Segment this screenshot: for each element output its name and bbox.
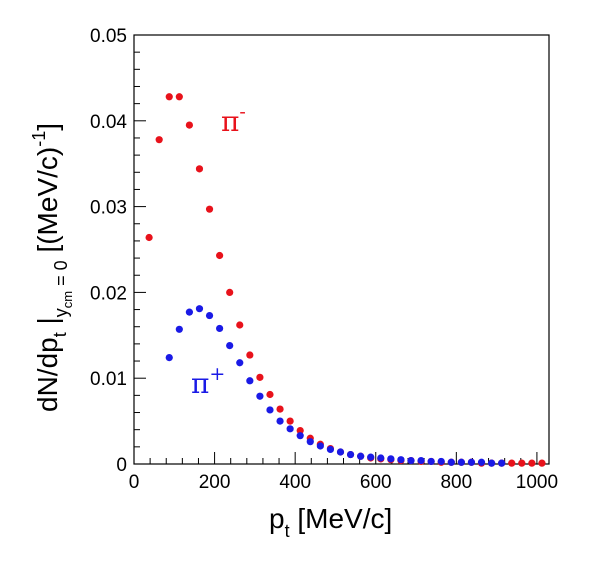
y-tick-label: 0	[116, 455, 127, 476]
x-axis-title: pt [MeV/c]	[269, 503, 392, 541]
pi-minus-point	[155, 136, 163, 144]
x-tick-label: 400	[279, 472, 311, 493]
pi-plus-point	[296, 432, 304, 440]
pi-minus-point	[286, 417, 294, 425]
pi-plus-point	[437, 457, 445, 466]
pi-minus-point	[266, 390, 274, 399]
x-tick-label: 200	[199, 472, 231, 493]
x-tick-labels: 0 200 400 600 800 1000	[129, 472, 558, 493]
pi-minus-point	[256, 373, 264, 381]
pi-plus-point	[256, 392, 264, 400]
y-axis-title-c: ]	[32, 123, 63, 131]
data-points	[145, 93, 546, 467]
pi-plus-point	[498, 459, 506, 467]
pi-plus-point	[306, 438, 314, 446]
pi-plus-point	[326, 445, 335, 454]
pi-plus-point	[477, 458, 486, 466]
series-label-pi-minus: π-	[221, 101, 246, 138]
pi-plus-point	[487, 459, 496, 467]
y-axis-title: dN/dpt |ycm = 0 [(MeV/c)-1]	[29, 123, 75, 412]
pi-plus-point	[266, 406, 274, 414]
pi-plus-point	[276, 417, 284, 425]
pi-plus-point	[397, 456, 405, 464]
pi-plus-point	[246, 377, 254, 385]
x-tick-label: 0	[129, 472, 140, 493]
pi-minus-point	[185, 121, 194, 129]
pi-minus-point	[518, 459, 526, 467]
pi-plus-point	[175, 325, 183, 333]
y-tick-label: 0.04	[90, 112, 127, 133]
pi-plus-point	[346, 450, 355, 459]
pi-plus-point	[185, 308, 194, 316]
pi-plus-point	[427, 457, 435, 466]
pi-plus-point	[216, 324, 224, 333]
y-tick-labels: 0 0.01 0.02 0.03 0.04 0.05	[90, 26, 127, 476]
pi-plus-point	[195, 305, 204, 313]
x-tick-label: 1000	[516, 472, 558, 493]
pi-minus-point	[508, 459, 516, 467]
series-label-pi-plus-base: π	[191, 367, 209, 400]
pi-plus-point	[447, 458, 455, 466]
y-axis-title-a: dN/dp	[32, 337, 63, 412]
pi-minus-point	[276, 405, 284, 413]
pi-plus-point	[417, 456, 425, 465]
x-axis-title-main: p	[269, 503, 285, 534]
pi-plus-point	[357, 452, 365, 460]
x-tick-label: 600	[360, 472, 392, 493]
pi-minus-point	[165, 93, 173, 101]
pi-minus-point	[226, 288, 234, 296]
pi-minus-point	[216, 251, 224, 260]
pi-plus-point	[377, 454, 385, 462]
pi-minus-point	[236, 321, 244, 329]
series-label-pi-plus: π+	[191, 363, 225, 400]
pi-plus-point	[367, 453, 375, 461]
y-axis-title-cond-sub: cm	[60, 291, 75, 308]
pi-plus-point	[457, 458, 465, 466]
pi-plus-point	[236, 359, 244, 367]
x-axis-title-rest: [MeV/c]	[290, 503, 393, 534]
pi-minus-point	[205, 205, 214, 213]
y-axis-title-a-sub: t	[50, 332, 70, 337]
pi-minus-point	[145, 233, 153, 242]
pi-plus-point	[407, 456, 415, 465]
pi-minus-point	[528, 459, 536, 467]
series-label-pi-plus-sup: +	[209, 363, 225, 385]
y-tick-label: 0.01	[90, 369, 127, 390]
y-axis-title-bar: |	[32, 317, 63, 332]
x-axis-title-sub: t	[285, 521, 290, 541]
series-label-pi-minus-base: π	[221, 105, 239, 138]
y-tick-label: 0.05	[90, 26, 127, 47]
y-axis-title-b-sup: -1	[29, 131, 49, 147]
pi-minus-point	[296, 426, 304, 435]
pi-plus-point	[286, 425, 294, 433]
y-tick-label: 0.02	[90, 283, 127, 304]
pi-plus-point	[165, 354, 173, 362]
pi-minus-point	[538, 459, 546, 467]
pi-plus-point	[316, 442, 324, 450]
y-tick-label: 0.03	[90, 198, 127, 219]
y-axis-title-b: [(MeV/c)	[32, 147, 63, 261]
pi-plus-point	[387, 455, 395, 463]
x-tick-label: 800	[440, 472, 472, 493]
pi-plus-point	[336, 448, 345, 456]
pi-minus-point	[175, 93, 183, 101]
pi-plus-point	[226, 341, 234, 350]
series-label-pi-minus-sup: -	[239, 101, 245, 123]
pi-minus-point	[246, 351, 254, 359]
pi-plus-point	[467, 458, 476, 466]
plot-frame	[133, 34, 550, 465]
pi-minus-point	[195, 165, 204, 173]
y-axis-title-cond-main: y	[51, 308, 71, 317]
pi-plus-point	[205, 311, 214, 320]
y-axis-title-cond-eq: = 0	[51, 260, 71, 291]
